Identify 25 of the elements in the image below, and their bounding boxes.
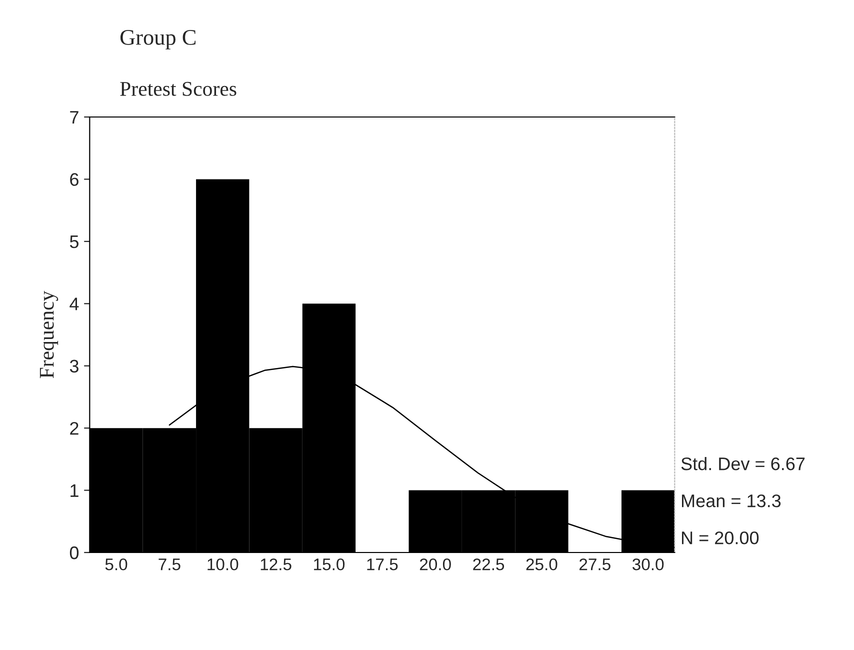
y-tick-label: 5	[70, 236, 78, 248]
y-tick-label: 0	[70, 546, 79, 560]
y-axis-title: Frequency	[40, 290, 58, 378]
y-tick-label: 1	[70, 484, 78, 497]
y-tick-label: 4	[70, 298, 79, 310]
x-tick-label: 5.0	[105, 558, 128, 570]
y-tick-label: 6	[70, 173, 78, 186]
text: Std. Dev = 6.67	[681, 456, 805, 470]
x-tick-label: 7.5	[158, 558, 180, 570]
text: Mean = 13.3	[682, 494, 781, 508]
text: N = 20.00	[682, 531, 759, 544]
x-tick-label: 12.5	[260, 558, 292, 570]
y-tick-label: 7	[70, 111, 78, 124]
x-tick-label: 15.0	[314, 558, 345, 570]
chart-subtitle: Pretest Scores	[120, 82, 236, 96]
x-tick-label: 17.5	[367, 558, 398, 570]
x-tick-label: 25.0	[526, 558, 558, 570]
x-tick-label: 10.0	[208, 558, 238, 570]
y-tick-label: 2	[70, 422, 78, 435]
x-tick-label: 20.0	[420, 558, 451, 570]
x-tick-label: 27.5	[580, 558, 610, 570]
x-tick-label: 30.0	[632, 558, 664, 570]
x-tick-label: 22.5	[473, 558, 504, 570]
y-tick-label: 3	[70, 360, 78, 373]
chart-title: Group C	[120, 30, 196, 50]
